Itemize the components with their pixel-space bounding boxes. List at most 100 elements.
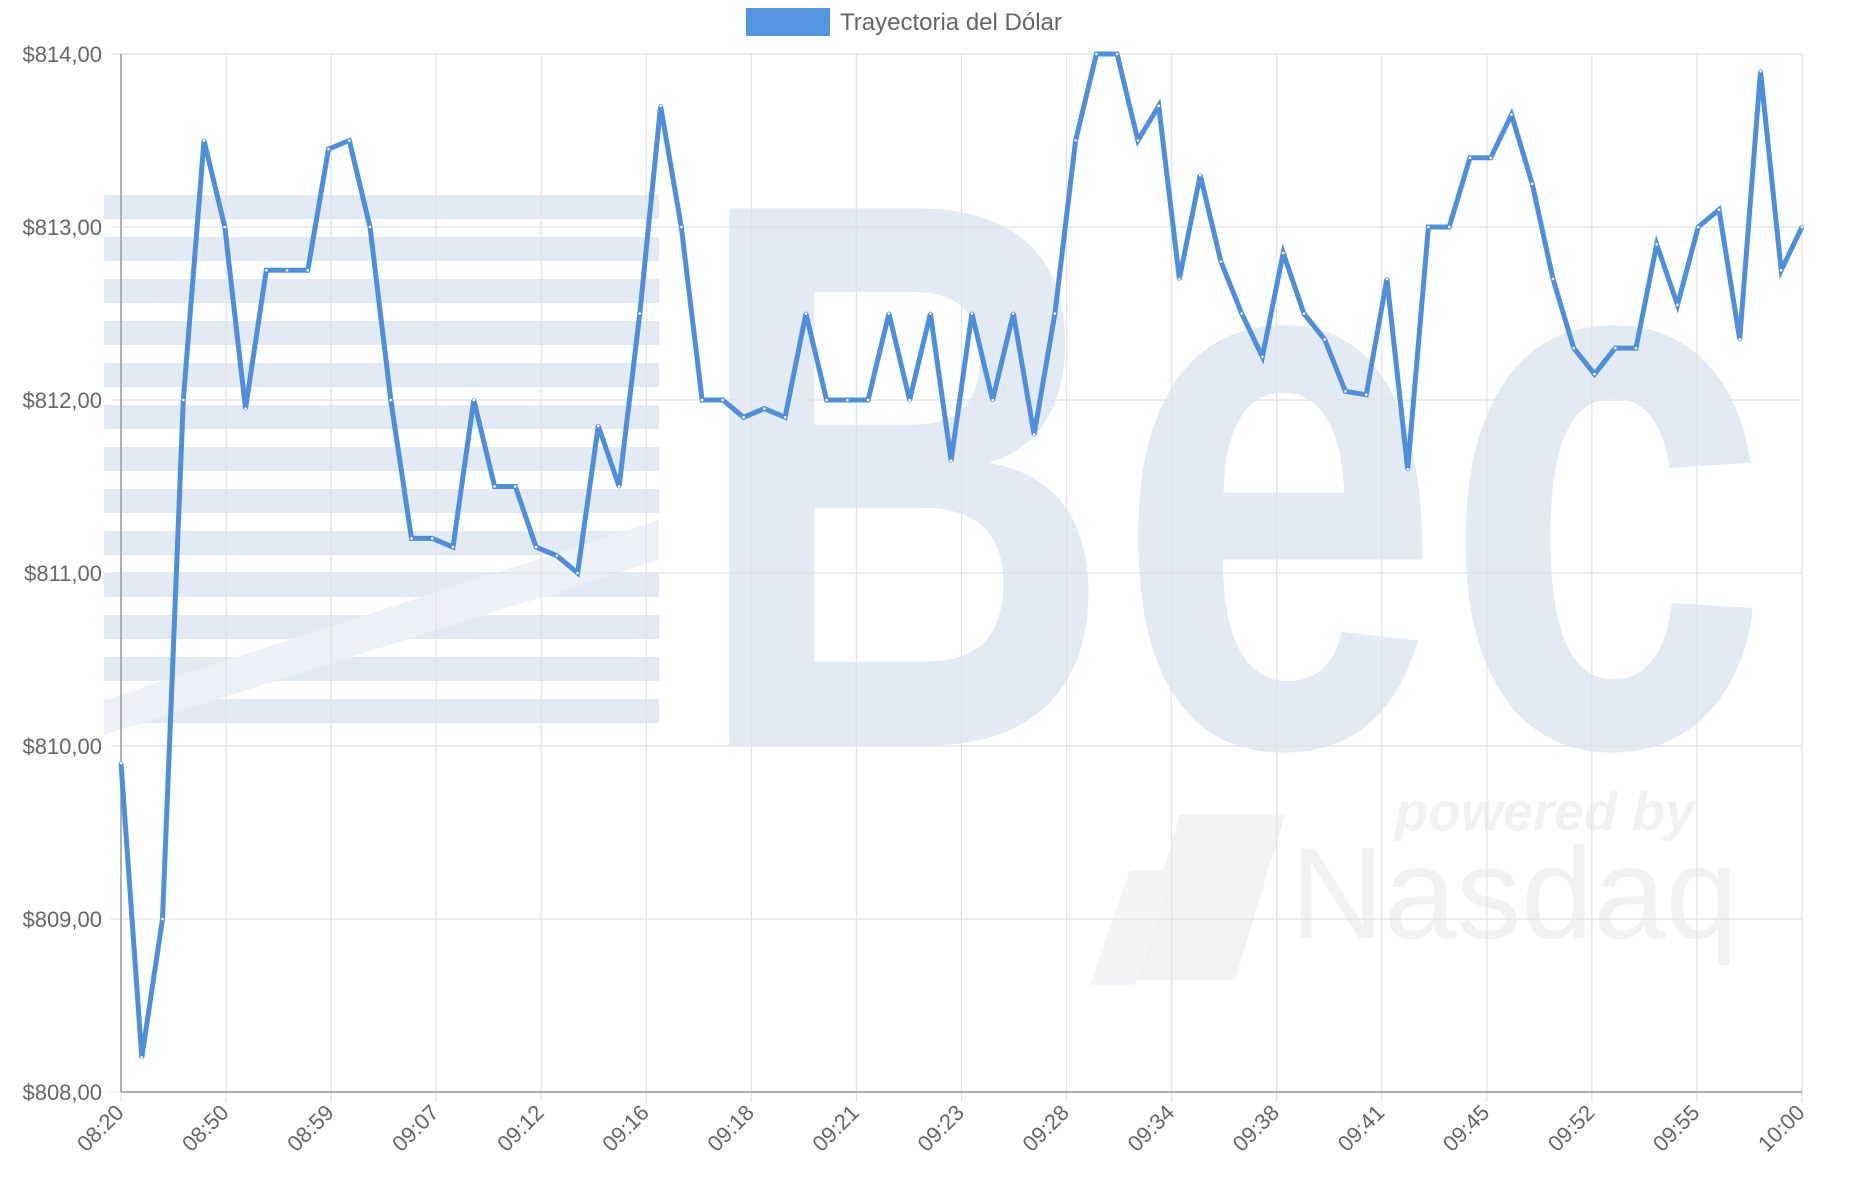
data-point[interactable] [1052, 311, 1057, 316]
data-point[interactable] [1405, 467, 1410, 472]
data-point[interactable] [866, 398, 871, 402]
data-point[interactable] [596, 424, 601, 428]
x-tick-label: 10:00 [1753, 1100, 1810, 1157]
data-point[interactable] [1509, 112, 1514, 117]
data-point[interactable] [720, 398, 725, 402]
data-point[interactable] [347, 138, 352, 143]
watermark-stripe [104, 405, 659, 429]
data-point[interactable] [762, 406, 767, 411]
data-point[interactable] [492, 484, 497, 489]
data-point[interactable] [1322, 337, 1327, 342]
data-point[interactable] [554, 553, 559, 558]
data-point[interactable] [326, 147, 331, 152]
x-tick-label: 09:18 [702, 1100, 759, 1157]
data-point[interactable] [1094, 52, 1099, 56]
data-point[interactable] [658, 104, 663, 108]
data-point[interactable] [305, 268, 310, 273]
data-point[interactable] [1281, 251, 1286, 255]
data-point[interactable] [1198, 173, 1203, 178]
data-point[interactable] [160, 917, 165, 921]
data-point[interactable] [534, 545, 538, 549]
data-point[interactable] [637, 311, 642, 316]
data-point[interactable] [1737, 337, 1742, 342]
data-point[interactable] [990, 398, 995, 402]
data-point[interactable] [222, 225, 227, 229]
data-point[interactable] [1551, 276, 1555, 281]
legend-label[interactable]: Trayectoria del Dólar [840, 9, 1062, 36]
data-point[interactable] [1385, 276, 1389, 281]
data-point[interactable] [1717, 207, 1721, 212]
data-point[interactable] [1654, 242, 1659, 247]
data-point[interactable] [1530, 181, 1535, 186]
data-point[interactable] [1675, 302, 1680, 307]
watermark-stripe [104, 237, 659, 261]
data-point[interactable] [1426, 225, 1431, 229]
y-tick-label: $810,00 [22, 734, 102, 759]
data-point[interactable] [1302, 311, 1306, 316]
data-point[interactable] [430, 536, 435, 541]
data-point[interactable] [1571, 346, 1576, 351]
data-point[interactable] [679, 225, 684, 229]
data-point[interactable] [741, 415, 746, 420]
data-point[interactable] [824, 398, 829, 402]
data-point[interactable] [1364, 392, 1369, 397]
data-point[interactable] [1239, 311, 1244, 316]
data-point[interactable] [803, 311, 808, 316]
data-point[interactable] [907, 398, 912, 402]
data-point[interactable] [139, 1055, 144, 1060]
data-point[interactable] [264, 268, 269, 273]
data-point[interactable] [388, 398, 393, 402]
x-tick-label: 09:55 [1648, 1100, 1705, 1157]
data-point[interactable] [1779, 268, 1784, 273]
data-point[interactable] [1136, 138, 1140, 143]
data-point[interactable] [1219, 259, 1223, 264]
x-tick-label: 09:38 [1228, 1100, 1285, 1157]
data-point[interactable] [1011, 311, 1016, 316]
data-point[interactable] [969, 311, 974, 316]
data-point[interactable] [1468, 155, 1472, 160]
watermark-stripe [104, 489, 659, 513]
data-point[interactable] [368, 225, 372, 229]
series-line[interactable] [118, 51, 1805, 1058]
data-point[interactable] [617, 484, 621, 489]
data-point[interactable] [1592, 372, 1597, 376]
x-tick-label: 09:21 [807, 1100, 864, 1157]
legend[interactable]: Trayectoria del Dólar [746, 8, 1062, 36]
data-point[interactable] [949, 458, 954, 463]
data-point[interactable] [1488, 155, 1493, 160]
watermark-stripe-diagonal [104, 520, 659, 735]
data-point[interactable] [451, 545, 455, 549]
data-point[interactable] [1156, 104, 1161, 108]
data-point[interactable] [1343, 389, 1348, 394]
data-point[interactable] [575, 571, 580, 575]
data-point[interactable] [1758, 69, 1763, 74]
data-point[interactable] [1634, 346, 1638, 351]
data-point[interactable] [1447, 225, 1452, 229]
watermark-brand: Bec [690, 40, 1770, 911]
data-point[interactable] [409, 536, 414, 541]
data-point[interactable] [1032, 432, 1037, 437]
data-point[interactable] [202, 138, 206, 143]
data-point[interactable] [1613, 346, 1618, 351]
data-point[interactable] [1177, 276, 1182, 281]
data-point[interactable] [119, 761, 123, 766]
data-point[interactable] [1115, 52, 1120, 56]
watermark-stripe [104, 195, 659, 219]
data-point[interactable] [181, 398, 186, 402]
data-point[interactable] [285, 268, 289, 273]
data-point[interactable] [243, 406, 248, 411]
data-point[interactable] [1800, 225, 1804, 229]
data-point[interactable] [928, 311, 933, 316]
legend-swatch[interactable] [746, 8, 830, 36]
data-point[interactable] [1073, 138, 1078, 143]
data-point[interactable] [783, 415, 787, 420]
data-point[interactable] [845, 398, 850, 402]
data-point[interactable] [700, 398, 704, 402]
x-tick-label: 09:28 [1017, 1100, 1074, 1157]
data-point[interactable] [1696, 225, 1701, 229]
data-point[interactable] [471, 398, 476, 402]
data-point[interactable] [886, 311, 891, 316]
data-point[interactable] [513, 484, 518, 489]
data-point[interactable] [1260, 354, 1265, 359]
